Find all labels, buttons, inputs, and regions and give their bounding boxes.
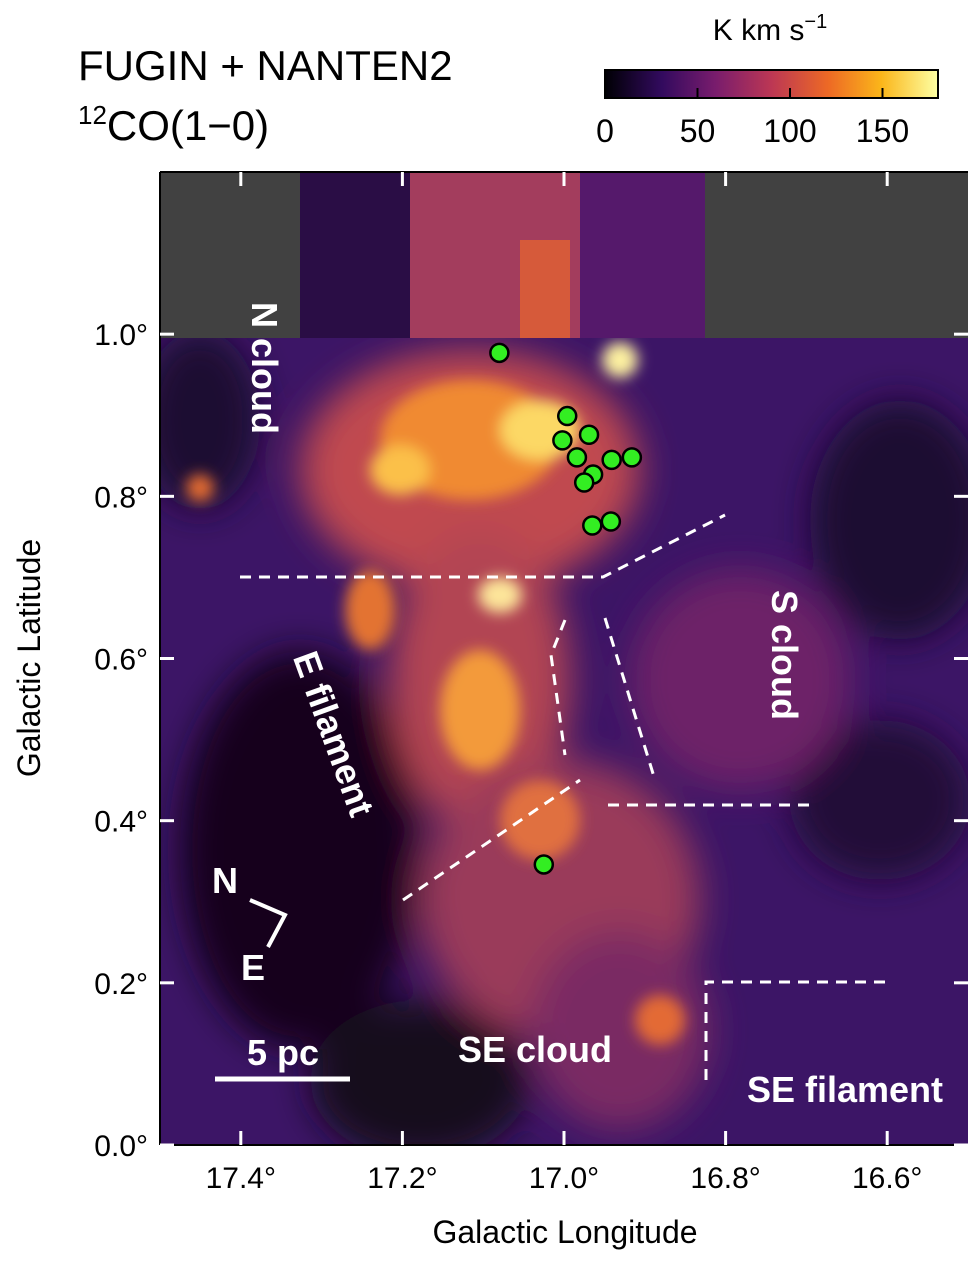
colorbar-tick-label: 50 xyxy=(680,113,716,149)
x-tick-label: 17.4° xyxy=(206,1162,276,1195)
annotation: N cloud xyxy=(244,302,285,434)
y-tick-label: 0.0° xyxy=(94,1130,148,1163)
colorbar-tick-label: 150 xyxy=(856,113,909,149)
x-axis-label: Galactic Longitude xyxy=(432,1214,697,1250)
annotation: SE filament xyxy=(747,1069,943,1110)
colorbar-tick-label: 0 xyxy=(596,113,614,149)
colorbar xyxy=(604,69,939,99)
subtitle-text: CO(1−0) xyxy=(107,102,269,149)
annotation: 5 pc xyxy=(247,1032,319,1073)
annotation: SE cloud xyxy=(458,1029,612,1070)
y-tick-label: 0.4° xyxy=(94,806,148,839)
boundary xyxy=(402,778,581,902)
isotope: 12 xyxy=(78,100,107,130)
subtitle: 12CO(1−0) xyxy=(78,100,269,149)
colorbar-unit: K km s xyxy=(713,14,805,47)
x-tick-label: 17.2° xyxy=(367,1162,437,1195)
source-point xyxy=(533,854,555,875)
y-tick-label: 0.2° xyxy=(94,968,148,1001)
source-point xyxy=(552,430,573,451)
y-tick-label: 0.8° xyxy=(94,481,148,514)
boundary xyxy=(549,619,567,756)
source-point xyxy=(600,511,622,532)
source-point xyxy=(489,342,510,364)
annotation: S cloud xyxy=(764,590,805,720)
x-tick-label: 17.0° xyxy=(529,1162,599,1195)
source-point xyxy=(556,405,578,427)
compass-label: N xyxy=(212,860,238,901)
colorbar-exponent: −1 xyxy=(804,11,827,33)
y-axis-label: Galactic Latitude xyxy=(11,539,47,777)
y-tick-label: 1.0° xyxy=(94,319,148,352)
colorbar-tick-label: 100 xyxy=(763,113,816,149)
colorbar-label: K km s−1 xyxy=(713,11,827,47)
source-point xyxy=(578,424,600,445)
compass xyxy=(249,898,288,948)
source-point xyxy=(566,447,588,468)
source-point xyxy=(621,447,643,468)
source-point xyxy=(582,515,603,536)
compass-label: E xyxy=(241,947,265,988)
source-point xyxy=(573,472,595,493)
source-point xyxy=(601,449,622,471)
boundary xyxy=(704,980,890,1080)
title: FUGIN + NANTEN2 xyxy=(78,42,453,89)
y-tick-label: 0.6° xyxy=(94,644,148,677)
x-tick-label: 16.6° xyxy=(852,1162,922,1195)
x-tick-label: 16.8° xyxy=(690,1162,760,1195)
boundary xyxy=(603,617,657,781)
boundary xyxy=(240,513,726,579)
